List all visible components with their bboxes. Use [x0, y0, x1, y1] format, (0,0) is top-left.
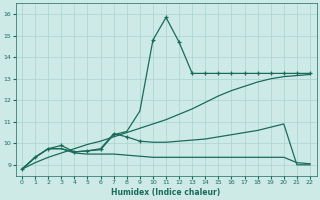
X-axis label: Humidex (Indice chaleur): Humidex (Indice chaleur) [111, 188, 221, 197]
